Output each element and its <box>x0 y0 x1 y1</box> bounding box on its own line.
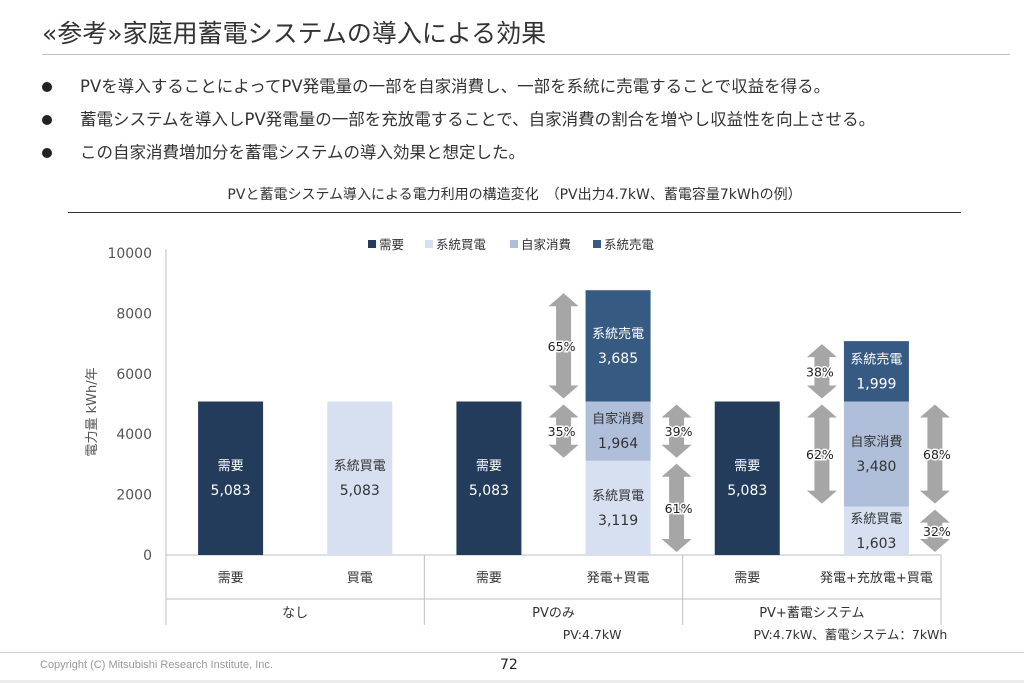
legend-label: 系統買電 <box>436 237 487 252</box>
y-tick-label: 2000 <box>116 488 152 504</box>
share-arrow-icon <box>661 463 692 552</box>
x-tick-label: 発電+充放電+買電 <box>820 570 933 586</box>
bullet-list: PVを導入することによってPV発電量の一部を自家消費し、一部を系統に売電すること… <box>42 70 875 169</box>
slide-title: «参考»家庭用蓄電システムの導入による効果 <box>42 19 547 48</box>
segment-name-label: 需要 <box>734 459 760 474</box>
segment-value-label: 5,083 <box>340 483 380 499</box>
y-tick-label: 4000 <box>116 427 152 443</box>
share-arrow-icon <box>919 404 950 504</box>
share-arrow-icon <box>919 509 950 552</box>
bar-segment <box>585 401 651 461</box>
y-tick-label: 8000 <box>116 306 152 322</box>
x-group-note: PV:4.7kW <box>563 627 622 642</box>
y-tick-label: 10000 <box>107 246 152 262</box>
share-percent-label: 35% <box>548 424 576 439</box>
segment-name-label: 系統買電 <box>334 459 386 474</box>
segment-value-label: 5,083 <box>727 483 767 499</box>
x-tick-label: 需要 <box>218 571 244 586</box>
bar-segment <box>843 401 909 507</box>
bullet-text: 蓄電システムを導入しPV発電量の一部を充放電することで、自家消費の割合を増やし収… <box>80 110 876 129</box>
segment-value-label: 3,119 <box>598 513 638 529</box>
share-arrow-icon <box>806 404 837 504</box>
segment-name-label: 自家消費 <box>850 434 902 450</box>
segment-value-label: 1,999 <box>856 376 896 392</box>
bar-segment <box>327 401 393 555</box>
bullet-item: 蓄電システムを導入しPV発電量の一部を充放電することで、自家消費の割合を増やし収… <box>42 103 875 136</box>
segment-value-label: 3,480 <box>856 459 896 475</box>
y-tick-label: 0 <box>143 548 152 564</box>
share-arrow-icon <box>661 404 692 458</box>
chart-title-underline <box>68 212 961 213</box>
legend-swatch <box>425 240 433 248</box>
bottom-bar <box>0 680 1024 683</box>
footer-divider <box>0 652 1024 653</box>
x-tick-label: 発電+買電 <box>587 571 650 586</box>
y-axis-label: 電力量 kWh/年 <box>85 367 100 456</box>
segment-name-label: 需要 <box>218 459 244 474</box>
segment-name-label: 系統買電 <box>592 489 644 504</box>
share-percent-label: 32% <box>923 524 951 539</box>
segment-name-label: 自家消費 <box>592 411 644 427</box>
bar-segment <box>198 401 264 555</box>
segment-name-label: 系統売電 <box>850 351 902 367</box>
bar-segment <box>585 460 651 555</box>
x-group-label: なし <box>282 606 308 621</box>
bar-segment <box>714 401 780 555</box>
x-tick-label: 需要 <box>734 571 760 586</box>
legend-label: 系統売電 <box>604 237 655 252</box>
y-tick-label: 6000 <box>116 367 152 383</box>
segment-name-label: 系統買電 <box>850 512 902 527</box>
legend-label: 自家消費 <box>521 237 571 252</box>
x-group-label: PVのみ <box>532 606 575 621</box>
segment-name-label: 需要 <box>476 459 502 474</box>
share-percent-label: 62% <box>806 447 834 462</box>
bullet-text: PVを導入することによってPV発電量の一部を自家消費し、一部を系統に売電すること… <box>80 77 831 96</box>
x-group-note: PV:4.7kW、蓄電システム：7kWh <box>753 627 947 642</box>
bullet-dot-icon <box>42 82 52 92</box>
segment-value-label: 1,603 <box>856 536 896 552</box>
legend-swatch <box>368 240 376 248</box>
share-percent-label: 38% <box>806 364 834 379</box>
share-arrow-icon <box>548 293 579 399</box>
x-tick-label: 買電 <box>347 571 373 586</box>
copyright-text: Copyright (C) Mitsubishi Research Instit… <box>40 659 273 671</box>
share-arrow-icon <box>548 404 579 458</box>
segment-name-label: 系統売電 <box>592 326 644 342</box>
segment-value-label: 1,964 <box>598 436 638 452</box>
bar-segment <box>456 401 522 555</box>
bullet-text: この自家消費増加分を蓄電システムの導入効果と想定した。 <box>80 143 526 162</box>
share-arrow-icon <box>806 344 837 399</box>
x-tick-label: 需要 <box>476 571 502 586</box>
chart-title: PVと蓄電システム導入による電力利用の構造変化 （PV出力4.7kW、蓄電容量7… <box>227 187 802 203</box>
bullet-item: この自家消費増加分を蓄電システムの導入効果と想定した。 <box>42 136 875 169</box>
share-percent-label: 68% <box>923 447 951 462</box>
legend-swatch <box>593 240 601 248</box>
segment-value-label: 3,685 <box>598 351 638 367</box>
segment-value-label: 5,083 <box>469 483 509 499</box>
legend-swatch <box>510 240 518 248</box>
bar-segment <box>585 290 651 402</box>
page-number: 72 <box>500 657 518 673</box>
title-divider <box>42 54 1010 55</box>
share-percent-label: 61% <box>665 501 693 516</box>
bar-segment <box>843 341 909 402</box>
bullet-dot-icon <box>42 148 52 158</box>
share-percent-label: 39% <box>665 424 693 439</box>
segment-value-label: 5,083 <box>211 483 251 499</box>
share-percent-label: 65% <box>548 339 576 354</box>
bullet-dot-icon <box>42 115 52 125</box>
bar-segment <box>843 506 909 555</box>
legend-label: 需要 <box>379 237 404 252</box>
bullet-item: PVを導入することによってPV発電量の一部を自家消費し、一部を系統に売電すること… <box>42 70 875 103</box>
x-group-label: PV+蓄電システム <box>759 606 864 621</box>
